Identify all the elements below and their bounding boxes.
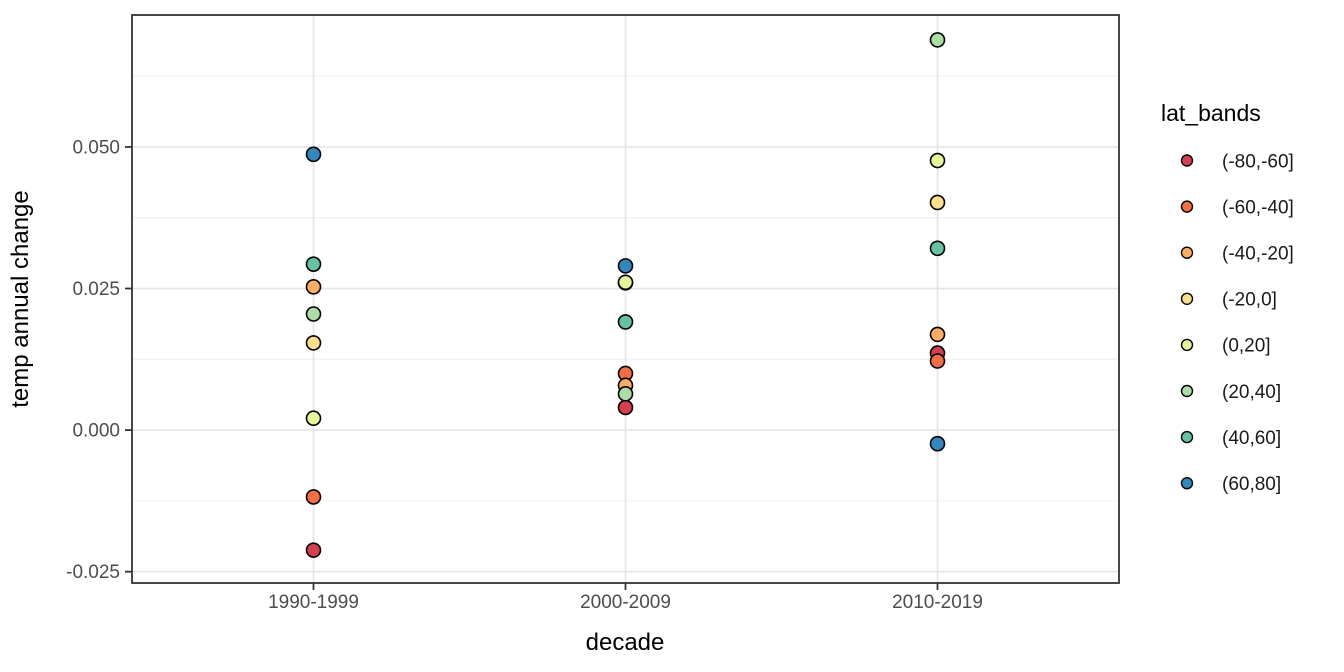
x-tick-label: 2000-2009 [580, 592, 671, 613]
axis-ticks [125, 146, 939, 590]
legend-item: (-80,-60] [1180, 151, 1294, 172]
legend-item-label: (40,60] [1222, 428, 1281, 449]
legend-item: (60,80] [1180, 474, 1281, 495]
data-point [305, 279, 322, 295]
legend-item: (40,60] [1180, 428, 1281, 449]
legend-key-dot-icon [1180, 477, 1194, 490]
data-point [305, 410, 322, 427]
data-point [929, 435, 946, 452]
data-point [617, 386, 634, 402]
data-point [617, 274, 634, 291]
data-point [617, 314, 634, 330]
legend-item-label: (20,40] [1222, 382, 1281, 403]
legend-item: (-40,-20] [1180, 244, 1294, 265]
legend-key-dot-icon [1180, 154, 1194, 167]
legend-item: (0,20] [1180, 336, 1271, 357]
legend-key-dot-icon [1180, 384, 1194, 398]
data-point [305, 146, 322, 163]
data-point [929, 152, 946, 169]
data-point [929, 326, 946, 343]
legend-item-label: (-40,-20] [1222, 244, 1294, 265]
data-point [929, 240, 946, 257]
legend-key-dot-icon [1180, 430, 1194, 444]
legend-item-label: (-20,0] [1222, 290, 1277, 311]
x-tick-label: 1990-1999 [268, 592, 359, 613]
legend-item: (-60,-40] [1180, 197, 1294, 218]
y-tick-label: 0.025 [72, 279, 120, 300]
y-tick-label: 0.000 [72, 421, 120, 442]
legend-item-label: (60,80] [1222, 474, 1281, 495]
y-tick-label: 0.050 [72, 137, 120, 158]
legend-item-label: (-80,-60] [1222, 151, 1294, 172]
legend-item-label: (-60,-40] [1222, 197, 1294, 218]
data-point [929, 32, 946, 48]
legend-item: (20,40] [1180, 382, 1281, 403]
legend-key-dot-icon [1180, 246, 1194, 259]
legend-item-label: (0,20] [1222, 336, 1271, 357]
legend-key-dot-icon [1180, 292, 1194, 305]
x-axis-title: decade [586, 629, 665, 656]
data-point [929, 353, 946, 369]
data-points [305, 32, 946, 558]
y-tick-label: -0.025 [66, 562, 120, 583]
x-tick-label: 2010-2019 [892, 592, 983, 613]
legend-title: lat_bands [1161, 100, 1261, 126]
data-point [305, 489, 322, 505]
legend-key-dot-icon [1180, 200, 1194, 213]
data-point [305, 542, 322, 558]
y-axis-title: temp annual change [7, 190, 34, 408]
data-point [305, 306, 322, 322]
legend-item: (-20,0] [1180, 290, 1277, 311]
data-point [305, 256, 322, 272]
data-point [929, 194, 946, 211]
data-point [617, 399, 634, 416]
major-gridlines [132, 15, 1119, 583]
legend-key-dot-icon [1180, 338, 1194, 352]
data-point [617, 258, 634, 274]
axis-tick-labels: 0.050 0.025 0.000 -0.025 1990-1999 2000-2009 2… [66, 137, 983, 613]
data-point [305, 335, 322, 351]
legend: lat_bands (-80,-60] (-60,-40] (-40,-20] (-2… [1161, 100, 1294, 495]
